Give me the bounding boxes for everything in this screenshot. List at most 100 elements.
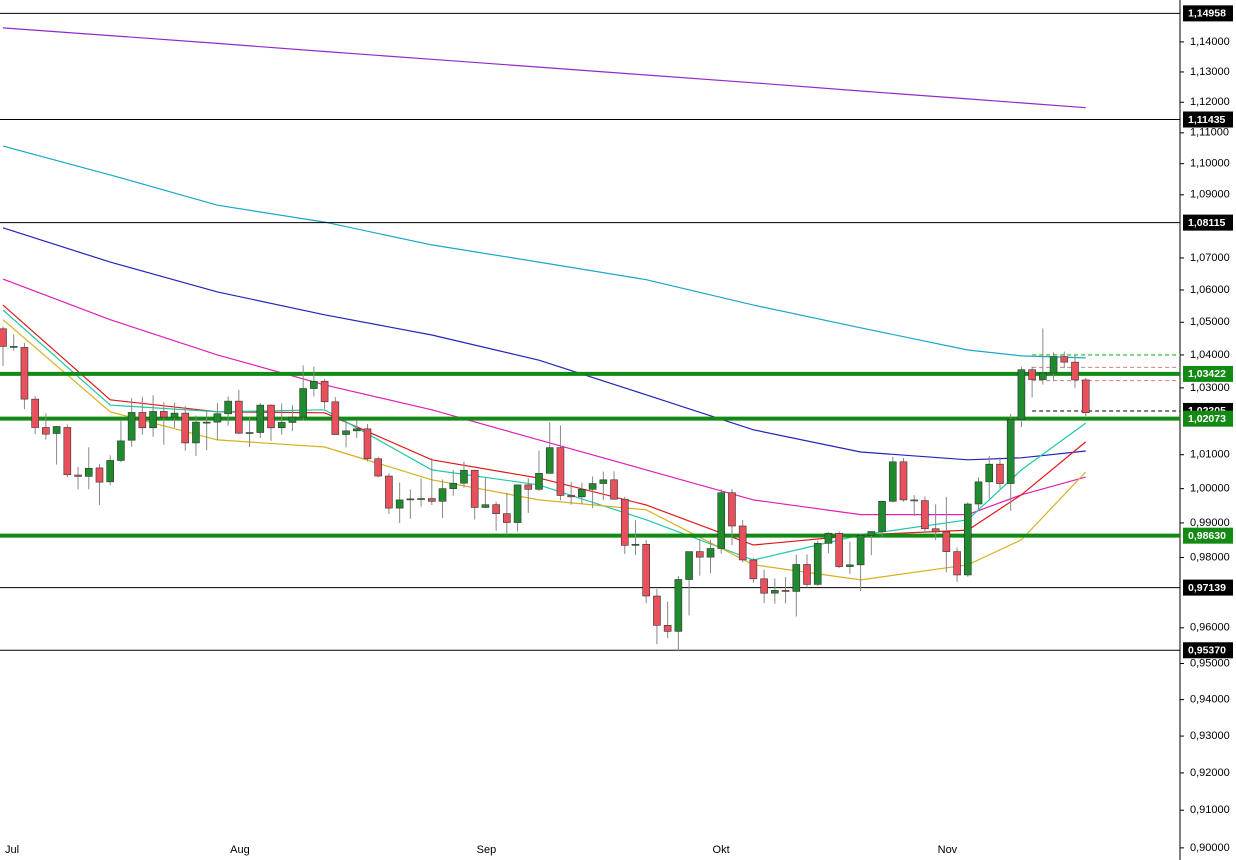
candle-body — [267, 404, 275, 429]
candle-body — [556, 447, 565, 496]
y-tick-label: 0,94000 — [1190, 694, 1230, 706]
level-label: 0,98630 — [1188, 530, 1226, 542]
candle-body — [610, 479, 618, 500]
candle-body — [331, 401, 340, 435]
level-label-box — [1183, 5, 1233, 22]
candle-body — [985, 463, 994, 483]
y-tick-label: 1,01000 — [1190, 449, 1230, 461]
level-label: 1,02073 — [1188, 413, 1226, 425]
candle-body — [1039, 372, 1047, 380]
level-label: 0,95370 — [1188, 645, 1226, 657]
candle-body — [749, 559, 758, 580]
candle-body — [996, 463, 1004, 484]
x-tick-label: Sep — [477, 844, 497, 856]
candle-body — [492, 504, 500, 514]
candle-body — [545, 447, 554, 474]
level-label-box — [1183, 365, 1233, 382]
candle-body — [792, 564, 801, 592]
candle-body — [738, 525, 747, 561]
y-tick-label: 0,98000 — [1190, 551, 1230, 563]
y-tick-label: 0,99000 — [1190, 517, 1230, 529]
candle-body — [117, 440, 125, 461]
moving-average-line — [2, 319, 1087, 581]
candle-body — [781, 590, 790, 592]
candle-body — [642, 544, 651, 597]
y-tick-label: 0,92000 — [1190, 767, 1230, 779]
candle-body — [728, 492, 736, 527]
candle-body — [899, 461, 908, 501]
level-label-box — [1183, 111, 1233, 128]
candle-body — [846, 564, 854, 567]
candle-body — [192, 421, 200, 444]
level-label: 1,14958 — [1188, 8, 1226, 20]
y-tick-label: 1,13000 — [1190, 66, 1230, 78]
x-tick-label: Aug — [230, 844, 250, 856]
candle-body — [374, 458, 383, 477]
level-label: 0,97139 — [1188, 582, 1226, 594]
candle-body — [0, 328, 7, 347]
y-tick-label: 0,91000 — [1190, 804, 1230, 816]
candle-body — [63, 427, 72, 475]
candle-body — [245, 432, 254, 434]
candle-body — [760, 578, 768, 594]
candle-body — [138, 412, 147, 429]
candle-body — [202, 421, 211, 424]
y-tick-label: 1,14000 — [1190, 36, 1230, 48]
candle-body — [449, 482, 458, 489]
candle-body — [953, 551, 961, 576]
candle-body — [535, 473, 543, 490]
candle-body — [481, 504, 490, 508]
candle-body — [878, 500, 886, 532]
candle-body — [31, 398, 39, 428]
level-label: 1,11435 — [1188, 114, 1226, 126]
candle-body — [84, 467, 93, 477]
candle-body — [1081, 379, 1090, 414]
candle-body — [127, 412, 136, 441]
candle-body — [813, 542, 822, 585]
candle-body — [224, 400, 232, 415]
candle-body — [685, 551, 693, 580]
candle-body — [213, 413, 222, 423]
y-tick-label: 0,95000 — [1190, 657, 1230, 669]
candle-body — [653, 595, 661, 626]
candle-body — [835, 532, 843, 567]
y-tick-label: 1,00000 — [1190, 483, 1230, 495]
candle-body — [1071, 361, 1079, 381]
candle-body — [856, 535, 865, 566]
y-tick-label: 1,03000 — [1190, 382, 1230, 394]
candle-body — [352, 428, 361, 432]
candle-body — [524, 484, 533, 490]
level-label: 1,08115 — [1188, 217, 1226, 229]
y-tick-label: 0,90000 — [1190, 842, 1230, 854]
candle-body — [824, 532, 833, 544]
candle-body — [74, 474, 82, 477]
candle-body — [921, 500, 929, 530]
candle-body — [695, 551, 704, 558]
candle-body — [181, 412, 190, 444]
candle-body — [470, 469, 479, 508]
candle-body — [578, 489, 586, 498]
y-tick-label: 1,11000 — [1190, 127, 1229, 139]
candle-body — [663, 625, 672, 632]
candle-body — [1028, 369, 1036, 380]
candle-body — [320, 380, 329, 403]
candle-body — [706, 548, 715, 558]
x-tick-label: Okt — [713, 844, 730, 856]
level-label-box — [1183, 410, 1233, 427]
moving-average-line — [2, 227, 1086, 461]
y-tick-label: 1,09000 — [1190, 189, 1230, 201]
candle-body — [95, 467, 104, 483]
candle-body — [717, 492, 726, 549]
candle-body — [620, 498, 629, 546]
moving-average-line — [2, 145, 1086, 359]
candle-body — [342, 430, 350, 435]
candle-body — [42, 427, 50, 435]
candle-body — [513, 484, 522, 523]
candle-body — [438, 488, 447, 502]
candle-body — [888, 461, 897, 502]
candle-body — [1017, 369, 1026, 420]
candle-body — [567, 495, 575, 498]
candle-body — [52, 426, 61, 434]
y-tick-label: 1,04000 — [1190, 349, 1230, 361]
